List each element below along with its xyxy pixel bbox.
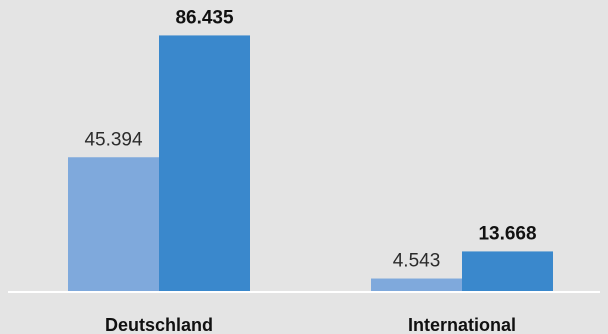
bars-group xyxy=(68,35,553,292)
data-label-international-series-2: 13.668 xyxy=(478,223,536,244)
bar-deutschland-series-2 xyxy=(159,35,250,292)
bar-deutschland-series-1 xyxy=(68,157,159,292)
data-label-deutschland-series-1: 45.394 xyxy=(84,129,143,150)
category-labels-group: Deutschland International xyxy=(105,315,516,334)
category-label-international: International xyxy=(408,315,516,334)
data-label-deutschland-series-2: 86.435 xyxy=(175,7,234,28)
value-labels-group: 45.394 86.435 4.543 13.668 xyxy=(84,7,536,271)
data-label-international-series-1: 4.543 xyxy=(393,251,441,272)
bar-international-series-2 xyxy=(462,251,553,292)
bar-international-series-1 xyxy=(371,278,462,292)
category-label-deutschland: Deutschland xyxy=(105,315,213,334)
